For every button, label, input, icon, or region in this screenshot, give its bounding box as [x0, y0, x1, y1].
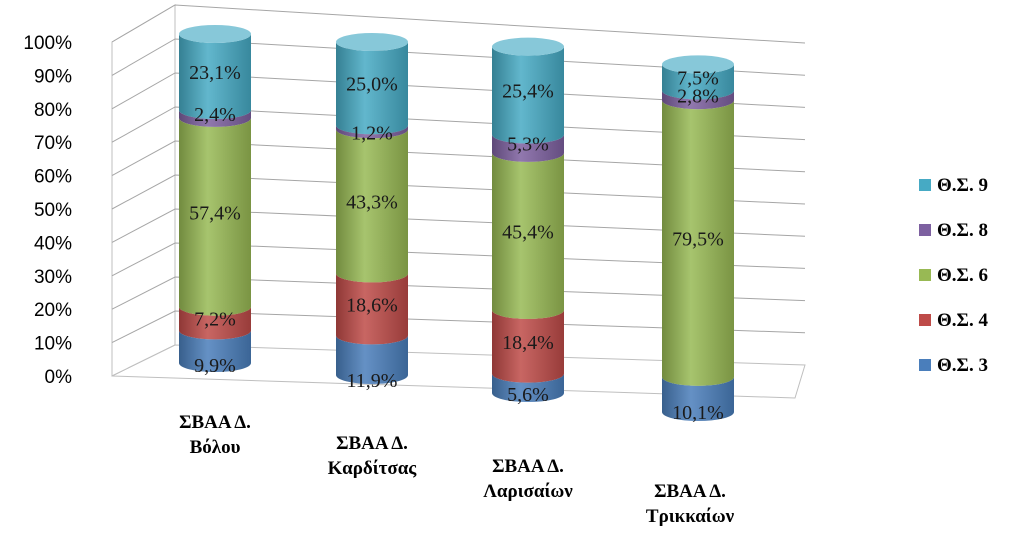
legend-label: Θ.Σ. 8: [937, 220, 988, 241]
segment-cap: [492, 37, 564, 56]
legend-swatch: [919, 359, 931, 371]
bar-segment-8: [336, 125, 408, 139]
gridline: [111, 4, 806, 44]
bar-segment-3: [662, 376, 734, 421]
x-axis-categories: ΣΒΑΑ Δ. Βόλου ΣΒΑΑ Δ. Καρδίτσας ΣΒΑΑ Δ. Λαρισ…: [179, 412, 735, 527]
bar-segment-3: [492, 373, 564, 402]
data-label: 11,9%: [347, 370, 398, 392]
bar-segment-4: [179, 306, 251, 340]
legend-label: Θ.Σ. 9: [937, 175, 988, 196]
y-tick-label: 60%: [34, 167, 72, 188]
data-label: 7,2%: [194, 309, 236, 331]
legend-item: Θ.Σ. 4: [919, 310, 988, 331]
gridline: [111, 276, 806, 310]
data-label: 10,1%: [672, 402, 724, 424]
legend-item: Θ.Σ. 3: [919, 355, 988, 376]
bar-segment-8: [492, 134, 564, 162]
bar-segment-3: [179, 330, 251, 372]
y-tick-label: 50%: [34, 200, 72, 221]
data-labels: 9,9% 7,2% 57,4% 2,4% 23,1% 11,9% 18,6% 43,3% 1,2…: [189, 62, 724, 424]
legend-item: Θ.Σ. 6: [919, 265, 988, 286]
category-label: ΣΒΑΑ Δ. Βόλου: [179, 412, 251, 458]
y-tick-label: 20%: [34, 300, 72, 321]
data-label: 5,3%: [507, 134, 549, 156]
data-label: 79,5%: [672, 229, 724, 251]
cylinder-4: [662, 55, 734, 421]
segment-cap: [179, 25, 251, 43]
legend-label: Θ.Σ. 3: [937, 355, 988, 376]
bar-segment-4: [336, 273, 408, 345]
gridline: [111, 174, 806, 210]
data-label: 23,1%: [189, 62, 241, 84]
y-tick-label: 70%: [34, 133, 72, 154]
bar-segment-9: [662, 64, 734, 100]
bar-segment-6: [662, 100, 734, 386]
category-label: ΣΒΑΑ Δ. Τρικκαίων: [646, 481, 735, 527]
y-tick-label: 90%: [34, 66, 72, 87]
segment-cap: [662, 55, 734, 74]
bar-segment-4: [492, 309, 564, 383]
data-label: 1,2%: [351, 122, 393, 144]
gridline: [111, 242, 806, 277]
floor: [111, 344, 806, 399]
data-label: 18,4%: [502, 332, 554, 354]
category-label: ΣΒΑΑ Δ. Καρδίτσας: [328, 433, 418, 479]
data-label: 5,6%: [507, 384, 549, 406]
bar-segment-8: [662, 90, 734, 110]
gridline: [111, 208, 806, 243]
legend-item: Θ.Σ. 9: [919, 175, 988, 196]
data-label: 25,4%: [502, 81, 554, 103]
chart-bars: [179, 25, 734, 421]
data-label: 45,4%: [502, 221, 554, 243]
y-tick-label: 10%: [34, 334, 72, 355]
data-label: 18,6%: [346, 294, 398, 316]
chart-grid: [111, 4, 806, 399]
gridline: [111, 38, 806, 76]
gridline: [111, 72, 806, 110]
gridline: [111, 106, 806, 143]
y-tick-label: 40%: [34, 233, 72, 254]
data-label: 2,8%: [677, 85, 719, 107]
cylinder-1: [179, 25, 251, 372]
bar-segment-9: [336, 42, 408, 135]
bar-segment-8: [179, 109, 251, 127]
segment-cap: [336, 33, 408, 51]
bar-segment-3: [336, 335, 408, 384]
bar-segment-9: [179, 34, 251, 119]
legend-label: Θ.Σ. 6: [937, 265, 988, 286]
bar-segment-6: [492, 152, 564, 319]
data-label: 43,3%: [346, 191, 398, 213]
gridline: [111, 310, 806, 344]
data-label: 57,4%: [189, 202, 241, 224]
legend-label: Θ.Σ. 4: [937, 310, 988, 331]
legend-swatch: [919, 269, 931, 281]
data-label: 2,4%: [194, 104, 236, 126]
y-axis: 0% 10% 20% 30% 40% 50% 60% 70% 80% 90% 100%: [23, 33, 72, 388]
cylinder-2: [336, 33, 408, 384]
category-label: ΣΒΑΑ Δ. Λαρισαίων: [483, 456, 573, 502]
y-tick-label: 30%: [34, 267, 72, 288]
gridline: [111, 140, 806, 177]
legend-item: Θ.Σ. 8: [919, 220, 988, 241]
data-label: 25,0%: [346, 74, 398, 96]
legend-swatch: [919, 224, 931, 236]
data-label: 7,5%: [677, 67, 719, 89]
y-tick-label: 100%: [23, 33, 72, 54]
bar-segment-6: [336, 129, 408, 283]
legend: Θ.Σ. 9 Θ.Σ. 8 Θ.Σ. 6 Θ.Σ. 4 Θ.Σ. 3: [919, 175, 988, 376]
y-tick-label: 0%: [45, 367, 73, 388]
side-wall: [111, 4, 176, 377]
cylinder-3: [492, 37, 564, 402]
bar-segment-6: [179, 117, 251, 316]
data-label: 9,9%: [194, 355, 236, 377]
bar-segment-9: [492, 46, 564, 144]
legend-swatch: [919, 314, 931, 326]
legend-swatch: [919, 179, 931, 191]
y-tick-label: 80%: [34, 100, 72, 121]
